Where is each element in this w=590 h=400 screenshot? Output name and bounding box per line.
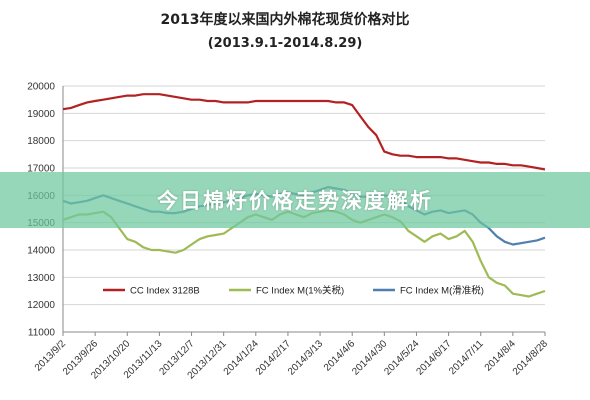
y-tick-label: 13000 (27, 273, 55, 284)
y-tick-label: 14000 (27, 246, 55, 257)
y-tick-label: 11000 (28, 328, 56, 339)
overlay-headline: 今日棉籽价格走势深度解析 (157, 189, 433, 213)
grid-layer (63, 85, 545, 333)
series-line-1 (62, 93, 546, 171)
chart-title: 2013年度以来国内外棉花现货价格对比 (161, 11, 410, 28)
overlay-banner (0, 172, 590, 228)
legend-label: CC Index 3128B (130, 286, 200, 297)
y-tick-label: 18000 (27, 136, 55, 147)
legend-label: FC Index M(滑准税) (400, 285, 484, 297)
legend-label: FC Index M(1%关税) (256, 285, 344, 297)
x-tick-label: 2014/6/17 (414, 338, 454, 378)
legend: CC Index 3128B FC Index M(1%关税) FC Index M… (103, 285, 484, 297)
y-tick-label: 20000 (27, 82, 55, 93)
y-tick-label: 12000 (27, 300, 55, 311)
x-tick-label: 2014/8/28 (511, 338, 551, 378)
y-tick-label: 17000 (27, 164, 55, 175)
y-tick-label: 19000 (27, 109, 55, 120)
x-tick-label: 2014/7/11 (447, 338, 486, 377)
chart-subtitle: (2013.9.1-2014.8.29) (208, 36, 363, 51)
x-tick-label: 2014/3/13 (286, 338, 326, 378)
axis-layer: 1100012000130001400015000160001700018000… (27, 82, 550, 382)
